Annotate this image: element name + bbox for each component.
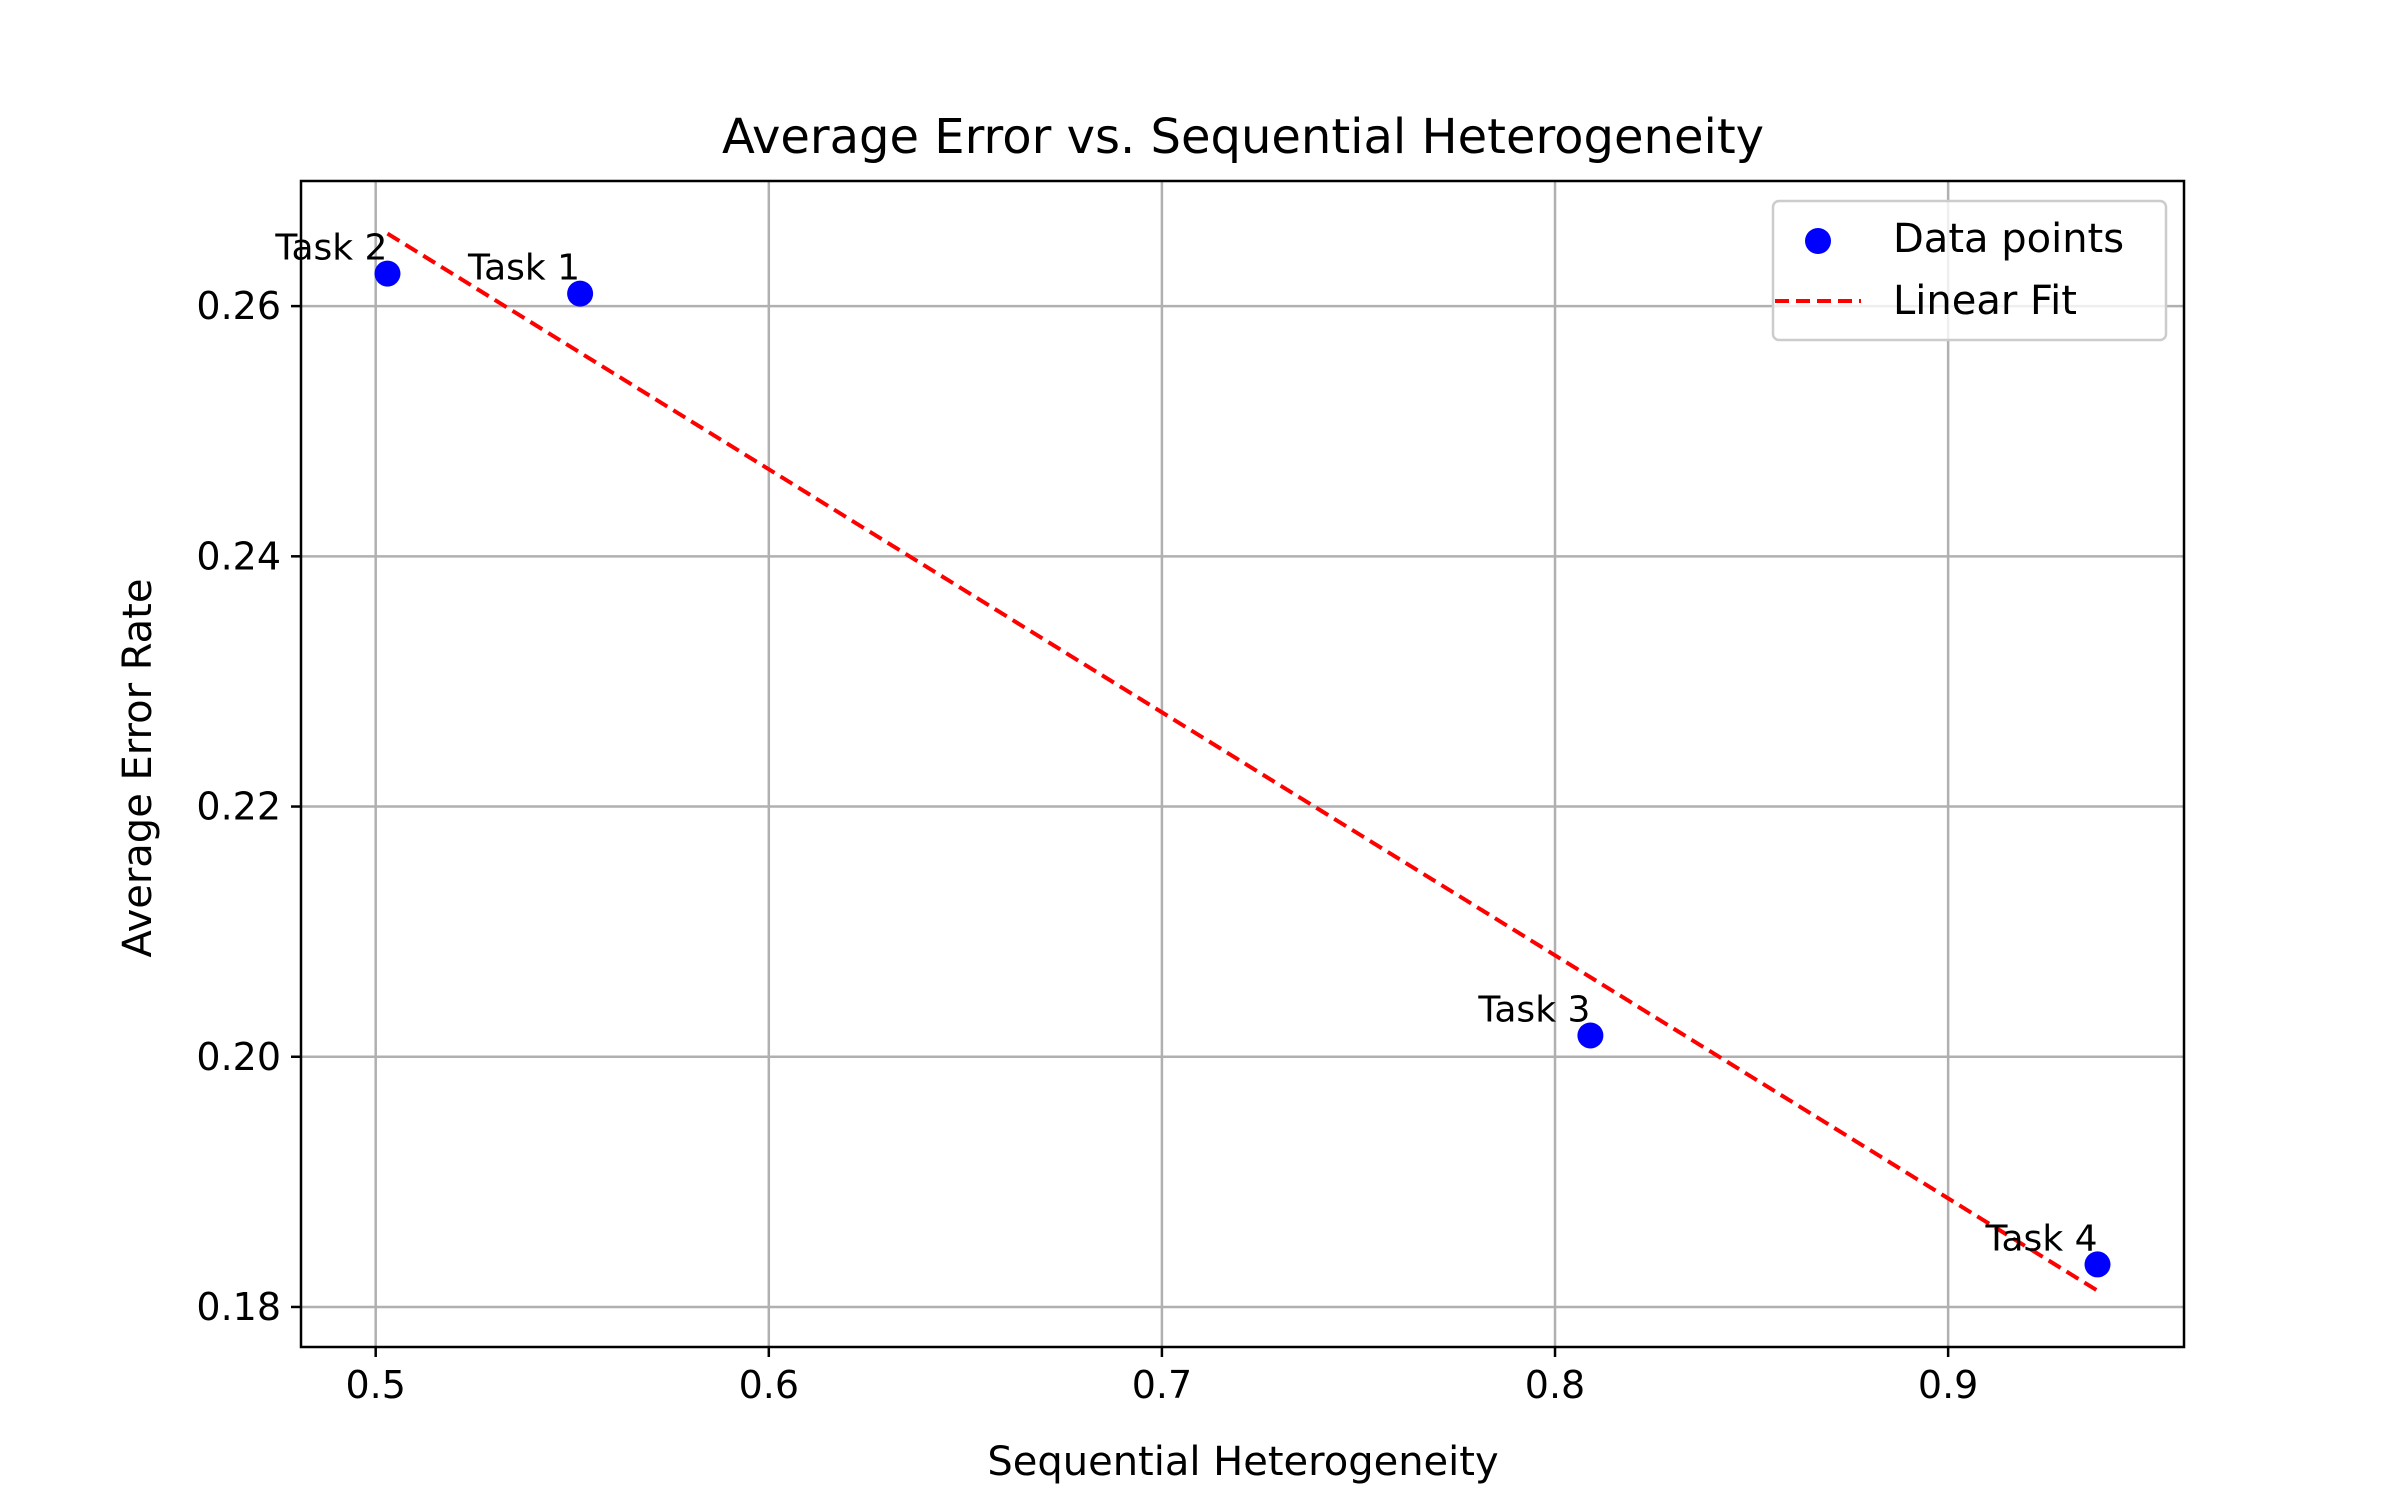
points-layer <box>374 260 2111 1278</box>
legend-label-linear-fit: Linear Fit <box>1893 278 2077 324</box>
y-tick-label: 0.24 <box>196 534 281 578</box>
legend-box <box>1771 199 2168 342</box>
chart-title: Average Error vs. Sequential Heterogenei… <box>722 109 1764 165</box>
data-point <box>2084 1251 2111 1278</box>
legend: Data points Linear Fit <box>1771 199 2168 342</box>
x-tick-label: 0.5 <box>345 1363 405 1407</box>
plot-frame <box>299 179 2186 1349</box>
point-label: Task 2 <box>274 228 387 269</box>
x-tick-label: 0.8 <box>1525 1363 1585 1407</box>
y-tick-label: 0.22 <box>196 785 281 829</box>
x-axis-label: Sequential Heterogeneity <box>987 1439 1498 1485</box>
data-point <box>567 280 594 307</box>
x-tick-label: 0.6 <box>739 1363 799 1407</box>
point-label: Task 1 <box>467 248 580 289</box>
ticks-layer: 0.5 0.6 0.7 0.8 0.9 0.18 0.20 0.22 0.24 0.26 <box>196 284 1978 1407</box>
point-labels-layer: Task 1 Task 2 Task 3 Task 4 <box>274 228 2097 1260</box>
data-point <box>1577 1022 1604 1049</box>
y-axis-label: Average Error Rate <box>115 579 161 958</box>
point-label: Task 4 <box>1984 1218 2097 1259</box>
y-tick-label: 0.26 <box>196 284 281 328</box>
y-tick-label: 0.18 <box>196 1285 281 1329</box>
y-tick-label: 0.20 <box>196 1035 281 1079</box>
data-point <box>374 260 401 287</box>
x-tick-label: 0.9 <box>1918 1363 1978 1407</box>
legend-label-data-points: Data points <box>1893 216 2124 262</box>
legend-marker-data-points <box>1805 228 1831 254</box>
x-tick-label: 0.7 <box>1132 1363 1192 1407</box>
point-label: Task 3 <box>1477 989 1590 1030</box>
